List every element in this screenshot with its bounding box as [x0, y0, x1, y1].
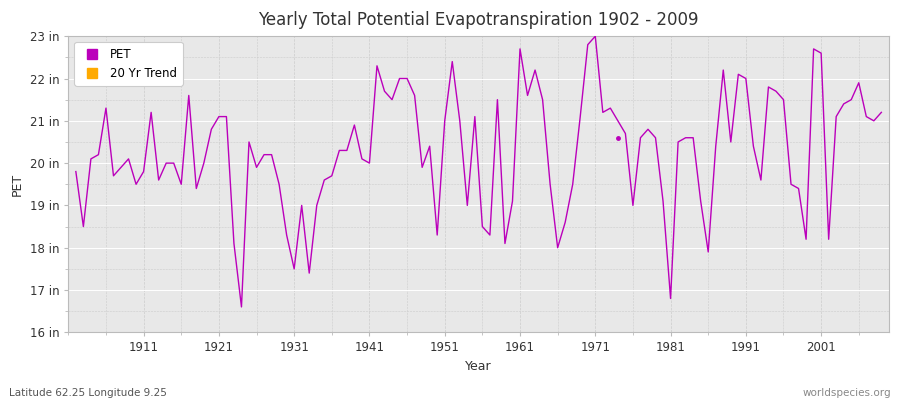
Text: Latitude 62.25 Longitude 9.25: Latitude 62.25 Longitude 9.25	[9, 388, 166, 398]
Title: Yearly Total Potential Evapotranspiration 1902 - 2009: Yearly Total Potential Evapotranspiratio…	[258, 11, 699, 29]
Y-axis label: PET: PET	[11, 173, 24, 196]
Text: worldspecies.org: worldspecies.org	[803, 388, 891, 398]
X-axis label: Year: Year	[465, 360, 492, 373]
Legend: PET, 20 Yr Trend: PET, 20 Yr Trend	[74, 42, 183, 86]
